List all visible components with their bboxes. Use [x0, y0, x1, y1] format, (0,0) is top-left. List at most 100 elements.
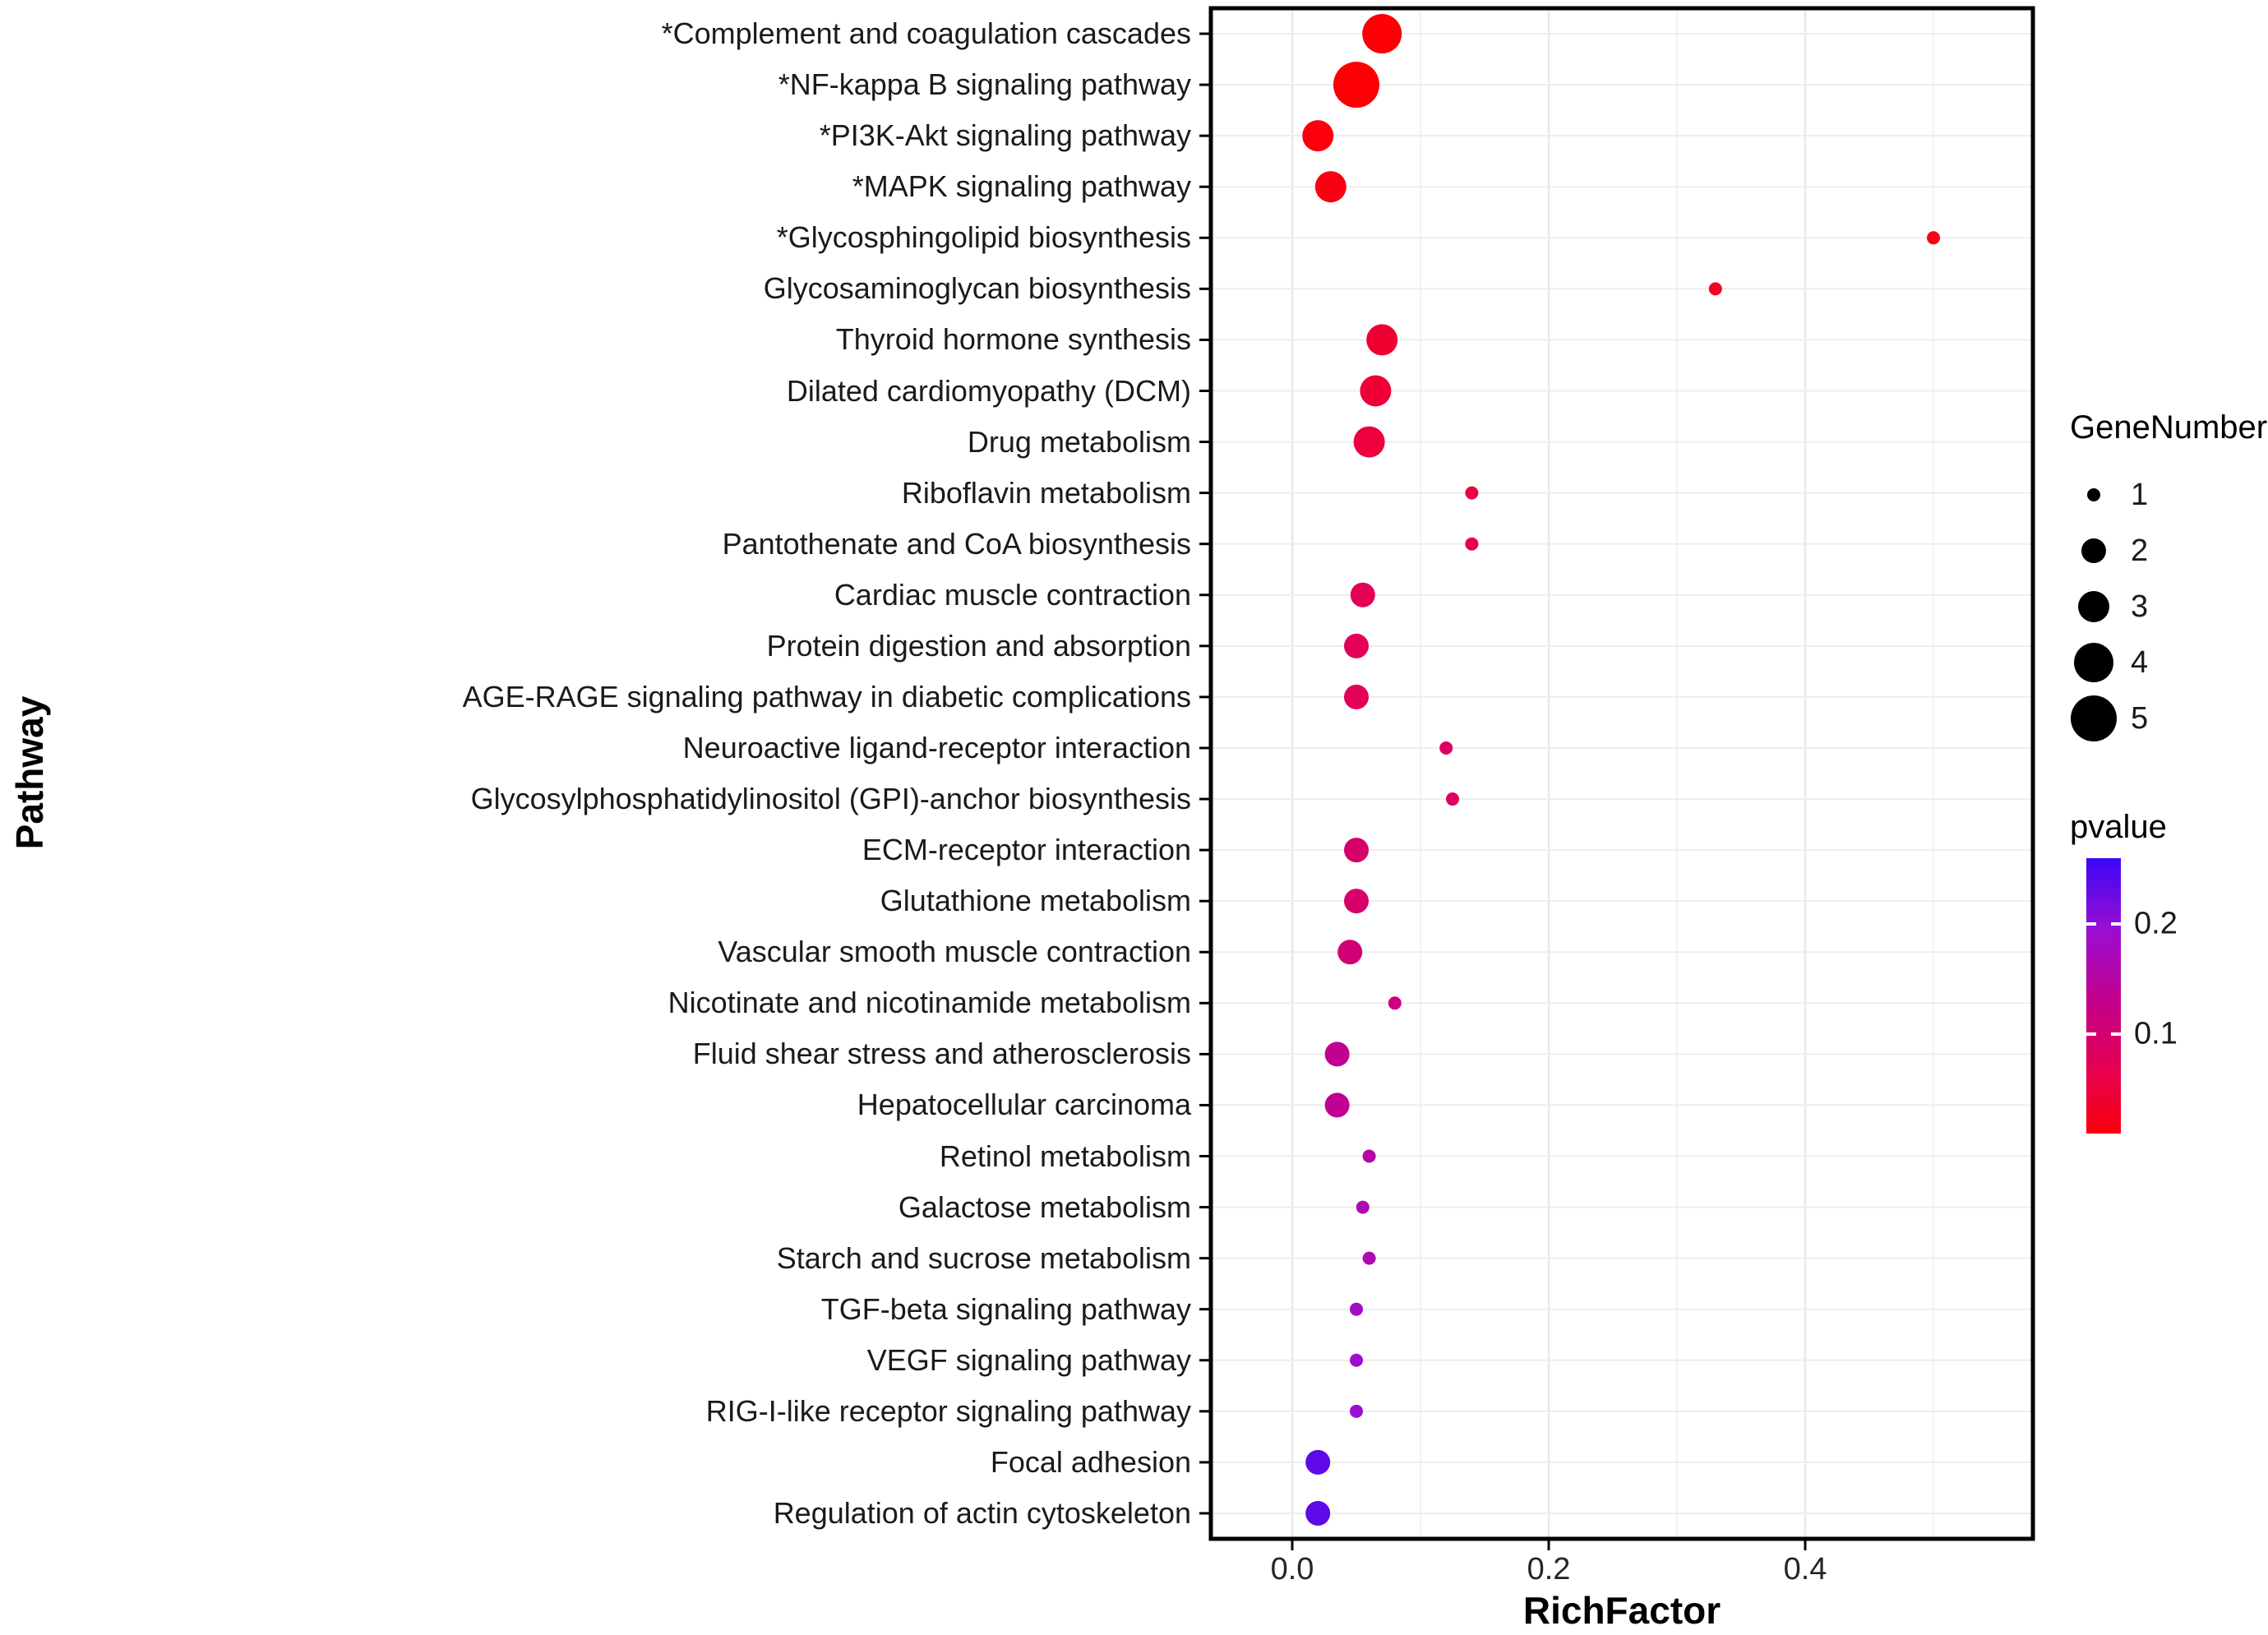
x-axis-tick-label: 0.0	[1270, 1552, 1314, 1587]
data-point	[1344, 684, 1369, 709]
size-legend-item: 1	[2070, 467, 2267, 523]
legend-gene-number-title: GeneNumber	[2070, 409, 2268, 446]
data-point	[1362, 1149, 1376, 1163]
data-point	[1333, 62, 1379, 109]
size-legend-label: 3	[2131, 589, 2149, 624]
size-legend-label: 5	[2131, 700, 2149, 736]
colorbar-tick-mark	[2111, 922, 2121, 926]
size-legend-label: 1	[2131, 477, 2149, 512]
data-point	[1465, 537, 1479, 551]
data-point	[1344, 633, 1369, 658]
size-legend-dot-icon	[2074, 643, 2113, 682]
size-legend-item: 5	[2070, 690, 2267, 746]
data-point	[1344, 838, 1369, 863]
data-point	[1350, 582, 1375, 607]
data-point	[1708, 282, 1722, 296]
y-axis-label: Nicotinate and nicotinamide metabolism	[667, 986, 1191, 1020]
legend-gene-number-items: 1 2 3 4 5	[2070, 467, 2267, 746]
data-point	[1350, 1302, 1363, 1316]
data-point	[1356, 1200, 1370, 1214]
size-legend-dot-box	[2070, 695, 2118, 741]
size-legend-dot-box	[2070, 538, 2118, 563]
data-point	[1324, 1092, 1350, 1118]
y-axis-label: *Complement and coagulation cascades	[661, 16, 1191, 51]
legend-pvalue: pvalue 0.2 0.1	[2070, 807, 2267, 1202]
y-axis-label: Fluid shear stress and atherosclerosis	[692, 1037, 1191, 1071]
y-axis-label: ECM-receptor interaction	[861, 833, 1191, 867]
data-point	[1314, 171, 1346, 203]
y-axis-label: Drug metabolism	[967, 424, 1191, 459]
data-point	[1360, 375, 1392, 407]
y-axis-label: Neuroactive ligand-receptor interaction	[682, 730, 1191, 764]
data-point	[1305, 1500, 1331, 1526]
size-legend-item: 2	[2070, 523, 2267, 579]
data-point	[1439, 741, 1453, 755]
y-axis-label: Cardiac muscle contraction	[834, 577, 1191, 612]
y-axis-label: Glycosylphosphatidylinositol (GPI)-ancho…	[470, 782, 1191, 816]
y-axis-label: Pantothenate and CoA biosynthesis	[722, 526, 1191, 561]
size-legend-dot-icon	[2071, 695, 2117, 741]
y-axis-label: AGE-RAGE signaling pathway in diabetic c…	[462, 679, 1191, 714]
y-axis-label: Dilated cardiomyopathy (DCM)	[786, 373, 1191, 408]
y-axis-label: Protein digestion and absorption	[766, 628, 1191, 663]
data-point	[1350, 1404, 1363, 1418]
pvalue-colorbar	[2086, 858, 2121, 1134]
size-legend-item: 3	[2070, 579, 2267, 635]
size-legend-dot-box	[2070, 488, 2118, 501]
data-point	[1362, 1251, 1376, 1265]
y-axis-label: TGF-beta signaling pathway	[820, 1291, 1191, 1326]
data-point	[1362, 14, 1402, 54]
data-point	[1388, 996, 1402, 1010]
y-axis-label: VEGF signaling pathway	[866, 1342, 1191, 1377]
y-axis-label: Regulation of actin cytoskeleton	[773, 1495, 1191, 1530]
legend-gene-number: GeneNumber 1 2 3 4 5	[2070, 408, 2267, 746]
y-axis-label: Retinol metabolism	[939, 1138, 1191, 1173]
y-axis-label: Hepatocellular carcinoma	[857, 1088, 1191, 1122]
panel-border	[1208, 6, 2035, 1541]
size-legend-item: 4	[2070, 635, 2267, 690]
size-legend-dot-icon	[2087, 488, 2100, 501]
y-axis-label: Glycosaminoglycan biosynthesis	[763, 271, 1191, 306]
x-axis-title: RichFactor	[1522, 1589, 1721, 1632]
y-axis-label: *NF-kappa B signaling pathway	[778, 67, 1191, 102]
y-axis-label: Galactose metabolism	[898, 1189, 1191, 1224]
colorbar-tick-label: 0.1	[2134, 1016, 2178, 1051]
y-axis-label: Focal adhesion	[990, 1444, 1191, 1479]
data-point	[1350, 1353, 1363, 1367]
size-legend-dot-icon	[2078, 591, 2109, 622]
data-point	[1353, 426, 1385, 458]
size-legend-label: 2	[2131, 533, 2149, 568]
size-legend-dot-box	[2070, 591, 2118, 622]
data-point	[1446, 792, 1459, 806]
x-axis-tick-label: 0.2	[1527, 1552, 1571, 1587]
y-axis-label: *MAPK signaling pathway	[852, 169, 1191, 204]
size-legend-label: 4	[2131, 644, 2149, 680]
colorbar-tick-mark	[2086, 922, 2096, 926]
colorbar-tick-mark	[2111, 1032, 2121, 1037]
data-point	[1344, 889, 1369, 914]
y-axis-label: *Glycosphingolipid biosynthesis	[776, 220, 1191, 255]
data-point	[1324, 1042, 1350, 1067]
size-legend-dot-icon	[2081, 538, 2106, 563]
y-axis-label: Riboflavin metabolism	[901, 475, 1191, 510]
data-point	[1927, 231, 1940, 245]
y-axis-label: RIG-I-like receptor signaling pathway	[705, 1393, 1191, 1428]
y-axis-label: Starch and sucrose metabolism	[776, 1240, 1191, 1275]
y-axis-label: Vascular smooth muscle contraction	[718, 935, 1191, 969]
data-point	[1465, 486, 1479, 500]
data-point	[1305, 1449, 1331, 1475]
data-point	[1366, 324, 1398, 356]
size-legend-dot-box	[2070, 643, 2118, 682]
data-point	[1337, 940, 1363, 965]
data-point	[1302, 120, 1334, 152]
y-axis-label: Thyroid hormone synthesis	[835, 322, 1191, 357]
colorbar-tick-label: 0.2	[2134, 906, 2178, 941]
x-axis-tick-label: 0.4	[1783, 1552, 1827, 1587]
colorbar-tick-mark	[2086, 1032, 2096, 1037]
y-axis-title: Pathway	[8, 695, 51, 850]
y-axis-label: *PI3K-Akt signaling pathway	[819, 118, 1191, 153]
legend-pvalue-title: pvalue	[2070, 809, 2167, 845]
y-axis-label: Glutathione metabolism	[880, 884, 1191, 918]
